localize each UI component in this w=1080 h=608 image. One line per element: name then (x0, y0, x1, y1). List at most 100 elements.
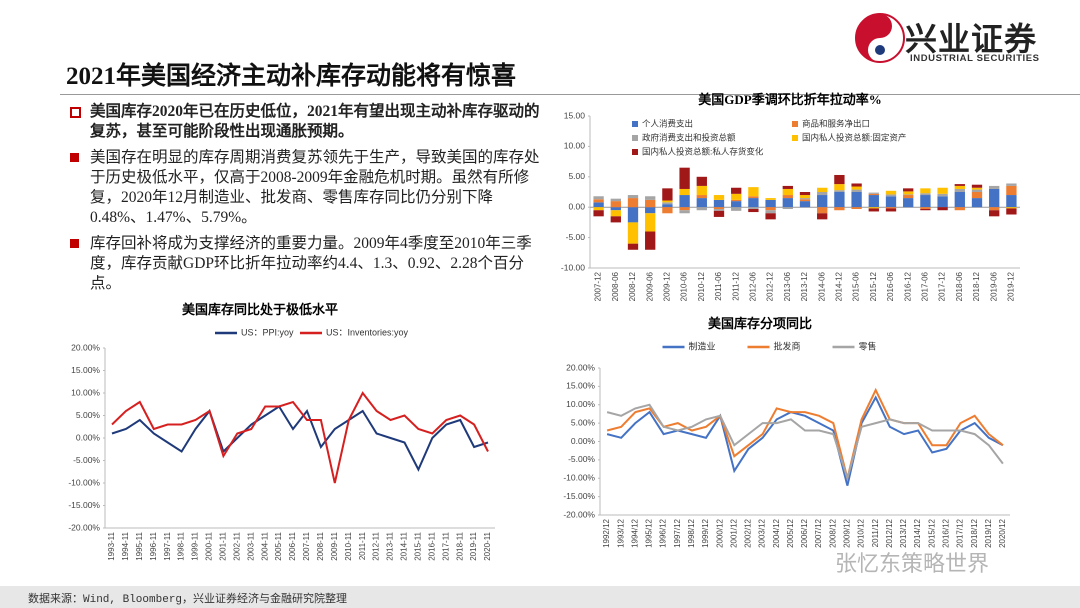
x-tick-label: 2012/12 (885, 518, 894, 547)
bar-segment (834, 184, 845, 191)
source-note: 数据来源：Wind, Bloomberg，兴业证券经济与金融研究院整理 (28, 594, 348, 606)
bullet: 美国存在明显的库存周期消费复苏领先于生产，导致美国的库存处于历史极低水平，仅高于… (68, 148, 548, 228)
bar-segment (696, 185, 707, 196)
bar-segment (782, 188, 793, 196)
bar-segment (834, 207, 845, 211)
bar-segment (799, 195, 811, 199)
x-tick-label: 2007-12 (594, 271, 603, 301)
y-tick-label: -10.00% (68, 477, 100, 487)
bar-segment (971, 189, 983, 192)
x-tick-label: 2016-11 (427, 531, 436, 560)
y-tick-label: 10.00% (566, 399, 595, 409)
logo-mark (855, 13, 905, 63)
bar-segment (885, 196, 897, 208)
x-tick-label: 1997/12 (673, 518, 682, 547)
y-tick-label: 10.00% (71, 387, 100, 397)
x-tick-label: 2012-06 (749, 271, 758, 301)
bar-segment (868, 207, 879, 209)
bar-segment (645, 213, 656, 232)
x-tick-label: 2011/12 (871, 518, 880, 547)
y-tick-label: -5.00 (566, 232, 586, 242)
bar-segment (989, 210, 1000, 217)
bar-segment (627, 243, 639, 250)
bar-segment (748, 196, 759, 199)
bar-segment (696, 195, 707, 199)
bar-segment (679, 195, 690, 208)
x-tick-label: 2001-11 (219, 531, 228, 560)
bar-segment (593, 210, 604, 217)
x-tick-label: 2013-11 (386, 531, 395, 560)
y-tick-label: 20.00% (71, 342, 100, 352)
bar-segment (645, 207, 656, 214)
bar-segment (593, 199, 604, 203)
x-tick-label: 1995/12 (645, 518, 654, 547)
bar-segment (782, 195, 793, 199)
bar-segment (731, 199, 742, 202)
bar-segment (627, 222, 639, 244)
bar-segment (903, 188, 914, 192)
x-tick-label: 2008-06 (611, 271, 620, 301)
bar-segment (799, 199, 811, 202)
x-tick-label: 2005/12 (786, 518, 795, 547)
bar-segment (627, 195, 639, 199)
legend-label: 批发商 (774, 340, 801, 351)
bar-segment (662, 200, 673, 203)
x-tick-label: 2008/12 (828, 518, 837, 547)
x-tick-label: 2019-12 (1007, 271, 1016, 301)
bar-segment (610, 207, 621, 211)
bar-segment (989, 207, 1000, 211)
bar-segment (765, 207, 776, 211)
bar-segment (748, 209, 759, 213)
bar-segment (885, 208, 897, 212)
bar-segment (731, 187, 742, 194)
x-tick-label: 2019-06 (989, 271, 998, 301)
y-tick-label: 15.00% (71, 365, 100, 375)
x-tick-label: 2011-12 (731, 271, 740, 300)
legend-label: 商品和服务净出口 (802, 118, 870, 128)
bar-segment (696, 207, 707, 211)
bar-segment (937, 196, 948, 208)
bar-segment (937, 187, 948, 194)
x-tick-label: 2014-11 (400, 531, 409, 560)
x-tick-label: 1996/12 (659, 518, 668, 547)
bar-segment (851, 186, 862, 190)
x-tick-label: 2018-11 (455, 531, 464, 560)
bar-segment (851, 183, 862, 187)
bar-segment (610, 198, 621, 202)
bar-segment (954, 184, 965, 186)
series-line (111, 391, 489, 484)
y-tick-label: -5.00% (73, 455, 100, 465)
bar-segment (903, 195, 914, 199)
bar-segment (593, 202, 604, 208)
bar-segment (920, 193, 931, 196)
bar-segment (645, 199, 656, 208)
x-tick-label: 2015-12 (869, 271, 878, 301)
bar-segment (713, 210, 725, 217)
x-tick-label: 2000-11 (205, 531, 214, 560)
y-tick-label: 0.00% (76, 432, 101, 442)
y-tick-label: -15.00% (563, 491, 595, 501)
legend-label: 政府消费支出和投资总额 (642, 132, 736, 142)
bar-segment (765, 210, 776, 214)
y-tick-label: 15.00% (566, 381, 595, 391)
bar-segment (610, 216, 621, 223)
bar-segment (1006, 207, 1017, 209)
bar-segment (971, 187, 983, 190)
x-tick-label: 2019-11 (469, 531, 478, 560)
x-tick-label: 2003-11 (246, 531, 255, 560)
bar-segment (782, 207, 793, 210)
x-tick-label: 2014-06 (817, 271, 826, 301)
x-tick-label: 2009-06 (645, 271, 654, 301)
legend-label: US：Inventories:yoy (326, 327, 409, 337)
bar-segment (748, 187, 759, 197)
x-tick-label: 2001/12 (729, 518, 738, 547)
x-tick-label: 2017-12 (938, 271, 947, 301)
bar-segment (817, 207, 828, 214)
logo-text: 兴业证券 (905, 20, 1038, 58)
bar-segment (610, 210, 621, 217)
x-tick-label: 2012-11 (372, 531, 381, 560)
bar-segment (679, 188, 690, 196)
bar-segment (851, 207, 862, 210)
bar-segment (662, 207, 673, 214)
